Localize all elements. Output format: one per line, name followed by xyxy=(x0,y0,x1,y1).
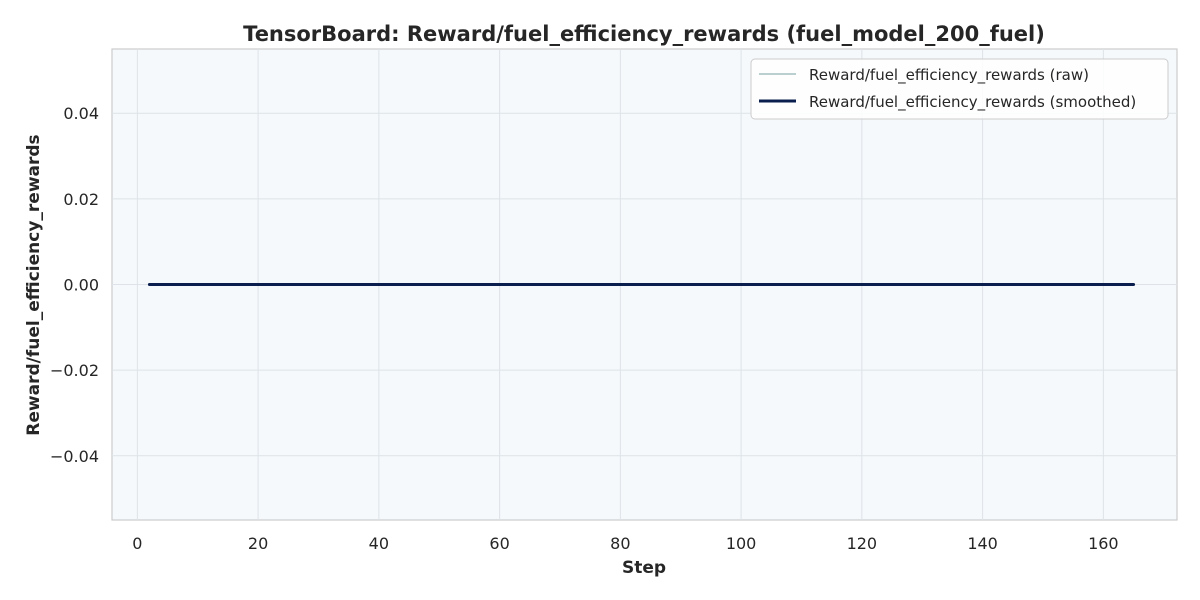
y-axis-ticks: 0.04 0.02 0.00 −0.02 −0.04 xyxy=(50,104,99,466)
x-tick-label: 120 xyxy=(847,534,878,553)
x-axis-ticks: 0 20 40 60 80 100 120 140 160 xyxy=(132,534,1118,553)
x-tick-label: 60 xyxy=(489,534,509,553)
x-tick-label: 100 xyxy=(726,534,757,553)
y-tick-label: −0.04 xyxy=(50,447,99,466)
x-tick-label: 160 xyxy=(1088,534,1119,553)
y-tick-label: 0.04 xyxy=(63,104,99,123)
legend-label-smoothed: Reward/fuel_efficiency_rewards (smoothed… xyxy=(809,93,1136,112)
y-axis-label: Reward/fuel_efficiency_rewards xyxy=(24,134,44,435)
chart-title: TensorBoard: Reward/fuel_efficiency_rewa… xyxy=(243,22,1045,46)
y-tick-label: 0.00 xyxy=(63,276,99,295)
legend-label-raw: Reward/fuel_efficiency_rewards (raw) xyxy=(809,66,1089,85)
y-tick-label: 0.02 xyxy=(63,190,99,209)
x-tick-label: 80 xyxy=(610,534,630,553)
x-tick-label: 140 xyxy=(967,534,998,553)
x-tick-label: 40 xyxy=(369,534,389,553)
x-axis-label: Step xyxy=(622,558,666,578)
grid xyxy=(112,49,1177,520)
legend: Reward/fuel_efficiency_rewards (raw) Rew… xyxy=(750,58,1169,120)
legend-box xyxy=(750,58,1169,120)
x-tick-label: 0 xyxy=(132,534,142,553)
y-tick-label: −0.02 xyxy=(50,361,99,380)
x-tick-label: 20 xyxy=(248,534,268,553)
